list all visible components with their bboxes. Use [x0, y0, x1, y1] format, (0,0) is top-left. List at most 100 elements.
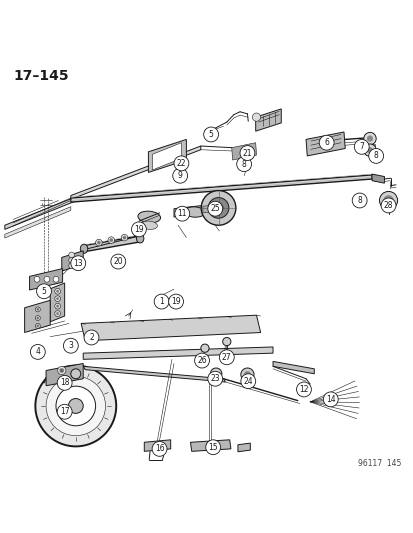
Polygon shape — [5, 197, 75, 229]
Circle shape — [177, 161, 185, 169]
Polygon shape — [46, 364, 83, 386]
Polygon shape — [71, 175, 371, 202]
Text: 4: 4 — [35, 348, 40, 357]
Text: 15: 15 — [208, 443, 218, 452]
Ellipse shape — [184, 207, 204, 217]
Polygon shape — [62, 251, 83, 271]
Circle shape — [59, 368, 64, 373]
Text: 3: 3 — [68, 341, 73, 350]
Circle shape — [172, 168, 187, 183]
Polygon shape — [50, 283, 64, 322]
Circle shape — [152, 441, 166, 456]
Text: 21: 21 — [242, 149, 252, 158]
Text: 27: 27 — [221, 353, 231, 362]
Circle shape — [368, 149, 383, 163]
Ellipse shape — [80, 244, 88, 253]
Circle shape — [30, 344, 45, 359]
Circle shape — [57, 366, 66, 375]
Text: 5: 5 — [41, 287, 46, 296]
Circle shape — [252, 113, 260, 122]
Polygon shape — [29, 269, 62, 290]
Circle shape — [380, 198, 395, 213]
Circle shape — [383, 196, 392, 205]
Circle shape — [244, 372, 250, 378]
Text: 6: 6 — [323, 138, 328, 147]
Text: 7: 7 — [358, 142, 363, 151]
Circle shape — [173, 156, 188, 171]
Circle shape — [55, 311, 60, 317]
Text: 23: 23 — [210, 374, 220, 383]
Circle shape — [46, 376, 105, 435]
Polygon shape — [231, 143, 256, 160]
Circle shape — [57, 375, 72, 390]
Circle shape — [240, 368, 254, 381]
Circle shape — [131, 222, 146, 237]
Circle shape — [240, 146, 254, 160]
Circle shape — [205, 440, 220, 455]
Circle shape — [204, 128, 211, 135]
Polygon shape — [148, 140, 186, 172]
Circle shape — [36, 325, 39, 327]
Circle shape — [154, 294, 169, 309]
Circle shape — [35, 366, 116, 447]
Circle shape — [366, 136, 372, 141]
Circle shape — [111, 254, 126, 269]
Polygon shape — [83, 366, 225, 382]
Text: 11: 11 — [177, 209, 187, 218]
Circle shape — [53, 277, 59, 282]
Circle shape — [68, 399, 83, 414]
Circle shape — [56, 297, 59, 300]
Circle shape — [35, 316, 40, 320]
Text: 14: 14 — [325, 395, 335, 404]
Circle shape — [379, 191, 396, 209]
Polygon shape — [305, 132, 344, 156]
Circle shape — [173, 173, 180, 180]
Polygon shape — [83, 347, 272, 359]
Circle shape — [34, 277, 40, 282]
Circle shape — [36, 317, 39, 319]
Text: 22: 22 — [176, 159, 186, 168]
Polygon shape — [272, 361, 313, 374]
Circle shape — [69, 252, 74, 258]
Circle shape — [95, 239, 102, 246]
Ellipse shape — [141, 221, 157, 229]
Circle shape — [97, 241, 100, 244]
Circle shape — [36, 308, 39, 311]
Text: 9: 9 — [177, 171, 182, 180]
Circle shape — [203, 127, 218, 142]
Polygon shape — [364, 144, 375, 146]
Text: 19: 19 — [171, 297, 180, 306]
Circle shape — [71, 256, 85, 271]
Circle shape — [296, 382, 311, 397]
Polygon shape — [5, 207, 71, 238]
Circle shape — [71, 369, 81, 379]
Circle shape — [108, 237, 114, 244]
Polygon shape — [371, 174, 384, 183]
Circle shape — [210, 368, 221, 379]
Circle shape — [208, 198, 228, 218]
Circle shape — [179, 163, 183, 167]
Text: 8: 8 — [356, 196, 361, 205]
Circle shape — [121, 235, 128, 241]
Circle shape — [168, 294, 183, 309]
Circle shape — [63, 338, 78, 353]
Polygon shape — [190, 440, 230, 451]
Text: 26: 26 — [197, 356, 206, 365]
Circle shape — [236, 157, 251, 172]
Circle shape — [56, 312, 59, 315]
Text: 16: 16 — [154, 445, 164, 454]
Circle shape — [207, 372, 222, 386]
Text: 24: 24 — [243, 377, 252, 386]
Polygon shape — [144, 440, 170, 451]
Text: 8: 8 — [241, 160, 246, 168]
Circle shape — [194, 353, 209, 368]
Polygon shape — [24, 300, 50, 333]
Circle shape — [174, 206, 189, 221]
Circle shape — [35, 324, 40, 328]
Circle shape — [123, 236, 126, 239]
Text: 5: 5 — [208, 130, 213, 139]
Polygon shape — [237, 443, 250, 452]
Circle shape — [55, 288, 60, 294]
Text: 8: 8 — [373, 151, 377, 160]
Circle shape — [109, 238, 113, 242]
